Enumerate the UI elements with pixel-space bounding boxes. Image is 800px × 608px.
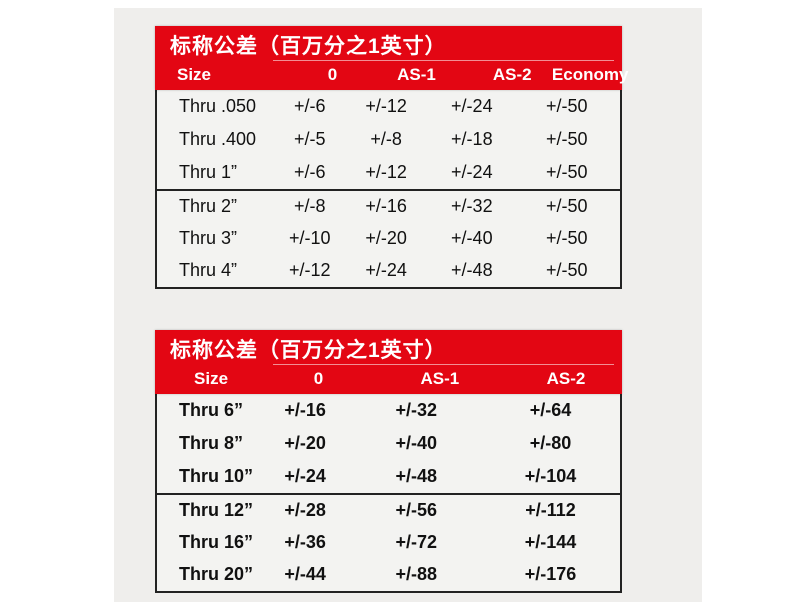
cell-size: Thru .400: [179, 128, 257, 149]
cell-value: +/-48: [395, 465, 438, 486]
table-row: Thru 10” +/-24 +/-48 +/-104: [157, 460, 620, 493]
cell-size: Thru 12”: [179, 499, 254, 520]
cell-size: Thru 20”: [179, 564, 254, 585]
cell-value: +/-24: [284, 465, 326, 486]
cell-size: Thru 2”: [179, 195, 238, 216]
cell-size: Thru 10”: [179, 465, 254, 486]
cell-value: +/-16: [365, 195, 407, 216]
cell-value: +/-40: [451, 227, 493, 248]
column-header-as1: AS-1: [420, 369, 460, 388]
cell-size: Thru 16”: [179, 531, 254, 552]
tolerance-table-small-sizes: 标称公差（百万分之1英寸） Size 0 AS-1 AS-2 Economy T…: [155, 26, 629, 290]
column-header-0: 0: [313, 369, 324, 388]
column-header-0: 0: [327, 65, 338, 84]
column-header-size: Size: [194, 369, 229, 388]
cell-size: Thru 6”: [179, 399, 244, 420]
table-row: Thru 8” +/-20 +/-40 +/-80: [157, 427, 620, 460]
cell-value: +/-32: [451, 195, 493, 216]
title-underline: [273, 364, 614, 365]
cell-value: +/-20: [284, 432, 326, 453]
cell-value: +/-80: [529, 432, 572, 453]
cell-value: +/-12: [365, 95, 407, 116]
tolerance-table-large-sizes: 标称公差（百万分之1英寸） Size 0 AS-1 AS-2 Thru 6” +…: [155, 330, 622, 594]
table-row: Thru 2” +/-8 +/-16 +/-32 +/-50: [157, 188, 620, 222]
cell-value: +/-144: [524, 531, 577, 552]
cell-value: +/-6: [294, 161, 326, 182]
cell-value: +/-28: [284, 499, 326, 520]
cell-value: +/-24: [451, 95, 493, 116]
table-header-band: 标称公差（百万分之1英寸） Size 0 AS-1 AS-2 Economy: [155, 26, 629, 90]
table-row: Thru 4” +/-12 +/-24 +/-48 +/-50: [157, 254, 620, 287]
cell-size: Thru .050: [179, 95, 257, 116]
table-row: Thru 3” +/-10 +/-20 +/-40 +/-50: [157, 222, 620, 255]
cell-value: +/-88: [395, 564, 438, 585]
column-header-as2: AS-2: [546, 369, 586, 388]
cell-size: Thru 1”: [179, 161, 238, 182]
table-row: Thru 6” +/-16 +/-32 +/-64: [157, 394, 620, 427]
cell-value: +/-50: [545, 161, 588, 182]
table-row: Thru 16” +/-36 +/-72 +/-144: [157, 526, 620, 559]
cell-value: +/-48: [451, 260, 493, 281]
cell-value: +/-50: [545, 227, 588, 248]
cell-value: +/-36: [284, 531, 326, 552]
table-header-band: 标称公差（百万分之1英寸） Size 0 AS-1 AS-2: [155, 330, 622, 394]
cell-value: +/-8: [370, 128, 402, 149]
table-row: Thru 20” +/-44 +/-88 +/-176: [157, 558, 620, 591]
table-row: Thru 12” +/-28 +/-56 +/-112: [157, 492, 620, 526]
table-row: Thru .400 +/-5 +/-8 +/-18 +/-50: [157, 123, 620, 156]
column-header-size: Size: [177, 65, 212, 84]
column-header-row: Size 0 AS-1 AS-2: [155, 369, 622, 389]
cell-value: +/-24: [365, 260, 407, 281]
cell-value: +/-16: [284, 399, 326, 420]
cell-value: +/-12: [365, 161, 407, 182]
title-underline: [273, 60, 614, 61]
cell-value: +/-32: [395, 399, 438, 420]
cell-value: +/-64: [529, 399, 572, 420]
cell-value: +/-12: [289, 260, 331, 281]
table-body: Thru 6” +/-16 +/-32 +/-64 Thru 8” +/-20 …: [155, 394, 622, 594]
cell-value: +/-50: [545, 195, 588, 216]
scan-area: 标称公差（百万分之1英寸） Size 0 AS-1 AS-2 Economy T…: [114, 8, 702, 602]
cell-value: +/-104: [524, 465, 577, 486]
cell-size: Thru 4”: [179, 260, 238, 281]
cell-value: +/-40: [395, 432, 438, 453]
cell-size: Thru 3”: [179, 227, 238, 248]
cell-value: +/-72: [395, 531, 438, 552]
cell-value: +/-56: [395, 499, 438, 520]
cell-value: +/-44: [284, 564, 326, 585]
cell-value: +/-50: [545, 95, 588, 116]
cell-value: +/-176: [524, 564, 577, 585]
table-row: Thru .050 +/-6 +/-12 +/-24 +/-50: [157, 90, 620, 123]
cell-value: +/-20: [365, 227, 407, 248]
cell-value: +/-50: [545, 128, 588, 149]
cell-value: +/-24: [451, 161, 493, 182]
table-title: 标称公差（百万分之1英寸）: [170, 339, 447, 362]
cell-value: +/-8: [294, 195, 326, 216]
table-title: 标称公差（百万分之1英寸）: [170, 35, 447, 58]
cell-value: +/-50: [545, 260, 588, 281]
cell-value: +/-5: [294, 128, 326, 149]
cell-value: +/-18: [451, 128, 493, 149]
column-header-row: Size 0 AS-1 AS-2 Economy: [155, 65, 629, 85]
cell-value: +/-6: [294, 95, 326, 116]
column-header-economy: Economy: [551, 65, 629, 84]
cell-size: Thru 8”: [179, 432, 244, 453]
cell-value: +/-112: [525, 499, 576, 520]
column-header-as2: AS-2: [492, 65, 532, 84]
table-body: Thru .050 +/-6 +/-12 +/-24 +/-50 Thru .4…: [155, 90, 622, 290]
table-row: Thru 1” +/-6 +/-12 +/-24 +/-50: [157, 156, 620, 189]
cell-value: +/-10: [289, 227, 331, 248]
column-header-as1: AS-1: [397, 65, 436, 84]
